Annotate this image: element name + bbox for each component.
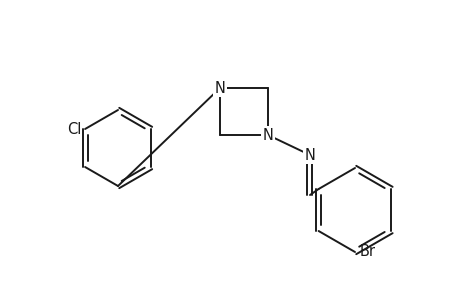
Text: N: N: [214, 80, 225, 95]
Text: Cl: Cl: [67, 122, 81, 136]
Text: Br: Br: [359, 244, 375, 260]
Text: N: N: [262, 128, 273, 142]
Text: N: N: [304, 148, 315, 163]
